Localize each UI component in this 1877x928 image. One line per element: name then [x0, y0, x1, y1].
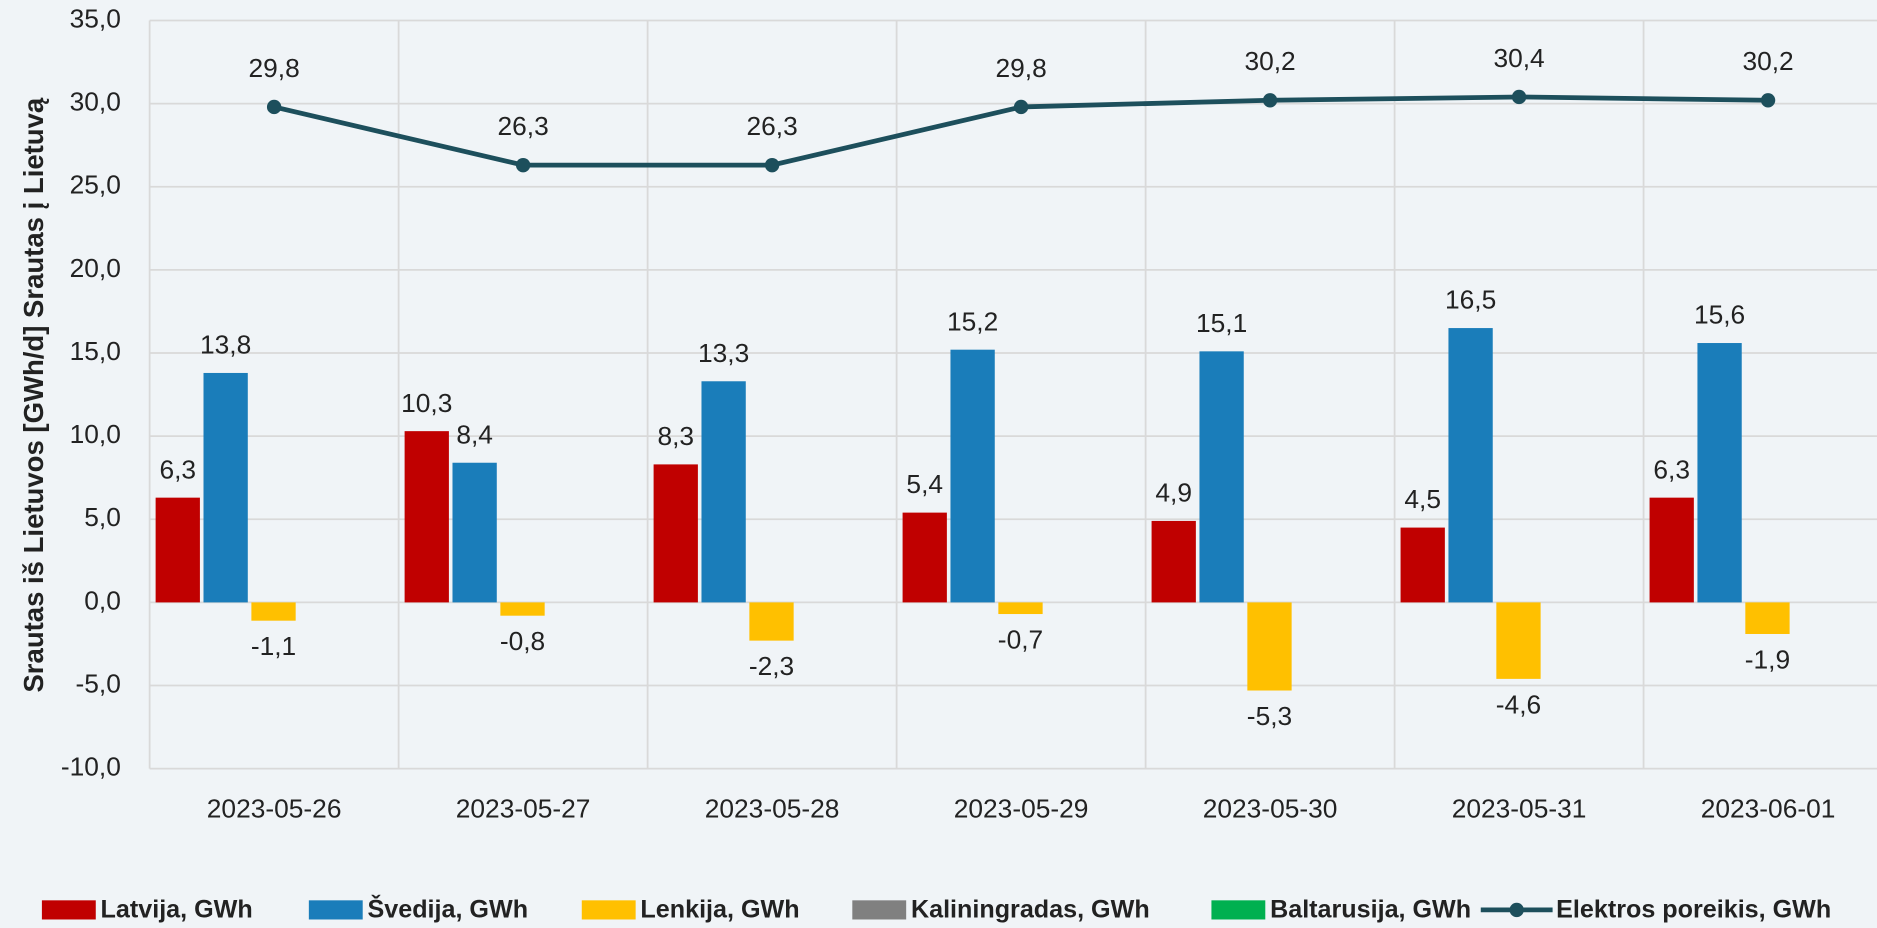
- data-label: 30,2: [1742, 46, 1793, 76]
- bar: [251, 602, 296, 621]
- bar: [998, 602, 1043, 615]
- bar: [1697, 343, 1742, 603]
- line-marker: [1262, 93, 1278, 108]
- line-marker: [1013, 99, 1029, 115]
- bar: [749, 602, 794, 641]
- bar: [1496, 602, 1541, 679]
- bar: [1448, 328, 1493, 603]
- legend-label: Latvija, GWh: [101, 896, 253, 924]
- legend-swatch: [308, 900, 363, 920]
- x-tick-label: 2023-05-30: [1203, 794, 1338, 824]
- bar: [203, 372, 248, 603]
- data-label: 13,3: [698, 338, 749, 368]
- data-label: 15,6: [1694, 300, 1745, 330]
- data-label: 30,2: [1244, 46, 1295, 76]
- data-label: 15,2: [947, 306, 998, 336]
- y-tick-label: 10,0: [70, 419, 121, 449]
- data-label: 13,8: [200, 330, 251, 360]
- x-tick-label: 2023-05-27: [456, 794, 591, 824]
- bar: [653, 464, 698, 603]
- y-tick-label: 35,0: [70, 3, 121, 33]
- data-label: 30,4: [1493, 43, 1544, 73]
- data-label: 8,3: [657, 421, 694, 451]
- data-label: -0,8: [500, 626, 545, 656]
- data-label: 5,4: [906, 469, 943, 499]
- legend-label: Kaliningradas, GWh: [911, 896, 1150, 924]
- legend-label: Lenkija, GWh: [640, 896, 799, 924]
- y-tick-label: 0,0: [84, 585, 121, 615]
- data-label: 6,3: [1653, 454, 1690, 484]
- y-tick-label: 5,0: [84, 502, 121, 532]
- line-marker: [1760, 93, 1776, 108]
- bar: [1247, 602, 1292, 691]
- y-tick-label: 30,0: [70, 87, 121, 117]
- data-label: 29,8: [249, 53, 300, 83]
- legend-label: Elektros poreikis, GWh: [1556, 896, 1831, 924]
- data-label: 6,3: [159, 454, 196, 484]
- legend-swatch: [852, 900, 907, 920]
- bar: [950, 349, 995, 603]
- data-label: -2,3: [749, 651, 794, 681]
- data-label: -5,3: [1247, 701, 1292, 731]
- data-label: -1,1: [251, 631, 296, 661]
- y-tick-label: 25,0: [70, 170, 121, 200]
- data-label: -1,9: [1745, 644, 1790, 674]
- data-label: 4,5: [1404, 484, 1441, 514]
- x-tick-label: 2023-05-26: [207, 794, 342, 824]
- bar: [404, 431, 449, 603]
- legend-label: Baltarusija, GWh: [1270, 896, 1471, 924]
- data-label: 10,3: [401, 388, 452, 418]
- y-tick-label: 20,0: [70, 253, 121, 283]
- x-tick-label: 2023-05-29: [954, 794, 1089, 824]
- x-tick-label: 2023-05-31: [1452, 794, 1587, 824]
- legend-swatch: [41, 900, 96, 920]
- data-label: 29,8: [995, 53, 1046, 83]
- data-label: 26,3: [497, 111, 548, 141]
- line-marker: [266, 99, 282, 115]
- y-axis-title: Srautas iš Lietuvos [GWh/d] Srautas į Li…: [18, 97, 49, 692]
- line-marker: [764, 157, 780, 173]
- bar: [1649, 497, 1694, 603]
- bar: [902, 512, 947, 603]
- data-label: -0,7: [998, 625, 1043, 655]
- bar: [1400, 527, 1445, 603]
- bar: [155, 497, 200, 603]
- x-tick-label: 2023-05-28: [705, 794, 840, 824]
- line-marker: [515, 157, 531, 173]
- bar: [701, 381, 746, 603]
- y-tick-label: 15,0: [70, 336, 121, 366]
- y-tick-label: -10,0: [61, 752, 121, 782]
- legend-swatch: [1211, 900, 1266, 920]
- bar: [500, 602, 545, 616]
- bar: [1151, 520, 1196, 603]
- data-label: 16,5: [1445, 285, 1496, 315]
- x-tick-label: 2023-06-01: [1701, 794, 1836, 824]
- data-label: 26,3: [746, 111, 797, 141]
- y-tick-label: -5,0: [76, 668, 121, 698]
- bar: [1199, 351, 1244, 603]
- data-label: 8,4: [456, 419, 493, 449]
- data-label: 4,9: [1155, 478, 1192, 508]
- bar: [1745, 602, 1790, 634]
- data-label: 15,1: [1196, 308, 1247, 338]
- legend-swatch: [581, 900, 636, 920]
- data-label: -4,6: [1496, 689, 1541, 719]
- line-marker: [1511, 89, 1527, 105]
- bar: [452, 462, 497, 603]
- legend-marker: [1509, 902, 1524, 918]
- legend-label: Švedija, GWh: [367, 894, 528, 924]
